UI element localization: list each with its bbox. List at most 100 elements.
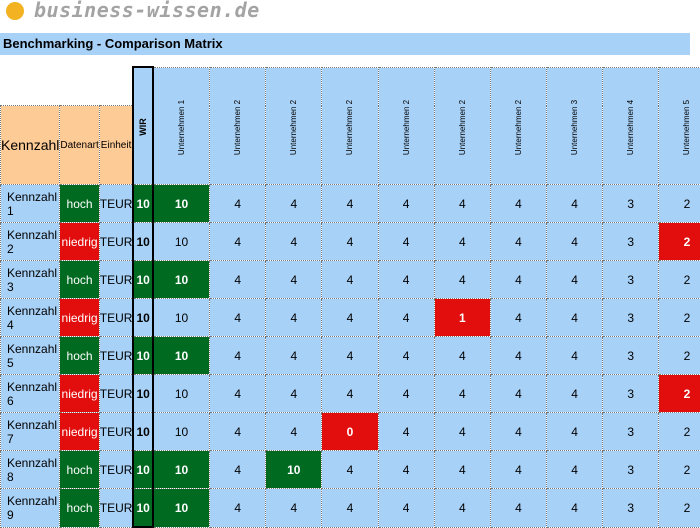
value-cell: 4 — [378, 451, 434, 489]
datenart-cell: hoch — [60, 337, 99, 375]
kennzahl-name: Kennzahl 8 — [1, 451, 60, 489]
kennzahl-name: Kennzahl 1 — [1, 185, 60, 223]
value-cell: 4 — [547, 451, 603, 489]
value-cell: 4 — [547, 299, 603, 337]
table-row: Kennzahl 8 hoch TEUR 10 10 4 10 4 4 4 4 … — [1, 451, 700, 489]
value-cell: 4 — [210, 261, 266, 299]
value-cell: 4 — [547, 223, 603, 261]
col-header-company: Unternehmen 2 — [490, 67, 546, 185]
orange-dot-icon — [6, 2, 24, 20]
value-cell: 10 — [153, 223, 210, 261]
value-cell: 2 — [659, 261, 700, 299]
value-cell: 4 — [434, 451, 490, 489]
value-cell: 4 — [266, 185, 322, 223]
wir-cell: 10 — [133, 451, 153, 489]
value-cell: 4 — [547, 337, 603, 375]
value-cell: 4 — [378, 299, 434, 337]
value-cell: 4 — [322, 375, 378, 413]
value-cell: 3 — [603, 299, 659, 337]
value-cell: 4 — [266, 375, 322, 413]
kennzahl-name: Kennzahl 3 — [1, 261, 60, 299]
value-cell: 4 — [378, 261, 434, 299]
value-cell: 4 — [378, 223, 434, 261]
wir-cell: 10 — [133, 413, 153, 451]
wir-cell: 10 — [133, 299, 153, 337]
value-cell: 4 — [378, 337, 434, 375]
wir-cell: 10 — [133, 185, 153, 223]
col-header-company: Unternehmen 5 — [659, 67, 700, 185]
value-cell: 4 — [434, 413, 490, 451]
kennzahl-name: Kennzahl 4 — [1, 299, 60, 337]
kennzahl-name: Kennzahl 6 — [1, 375, 60, 413]
datenart-cell: niedrig — [60, 223, 99, 261]
value-cell: 4 — [434, 489, 490, 528]
value-cell: 10 — [266, 451, 322, 489]
value-cell: 4 — [378, 489, 434, 528]
datenart-cell: niedrig — [60, 413, 99, 451]
value-cell: 4 — [547, 261, 603, 299]
col-header-company: Unternehmen 2 — [266, 67, 322, 185]
value-cell: 4 — [547, 489, 603, 528]
value-cell: 3 — [603, 451, 659, 489]
value-cell: 4 — [266, 337, 322, 375]
value-cell: 10 — [153, 489, 210, 528]
wir-cell: 10 — [133, 223, 153, 261]
col-header-company: Unternehmen 2 — [210, 67, 266, 185]
col-header-wir: WIR — [133, 67, 153, 185]
value-cell: 4 — [434, 185, 490, 223]
value-cell: 2 — [659, 185, 700, 223]
value-cell: 4 — [210, 451, 266, 489]
value-cell: 2 — [659, 489, 700, 528]
value-cell: 4 — [547, 375, 603, 413]
datenart-cell: hoch — [60, 261, 99, 299]
value-cell: 4 — [210, 375, 266, 413]
value-cell: 4 — [210, 337, 266, 375]
datenart-cell: niedrig — [60, 299, 99, 337]
value-cell: 4 — [490, 489, 546, 528]
value-cell: 1 — [434, 299, 490, 337]
einheit-cell: TEUR — [99, 489, 133, 528]
value-cell: 2 — [659, 413, 700, 451]
value-cell: 4 — [434, 375, 490, 413]
einheit-cell: TEUR — [99, 185, 133, 223]
table-row: Kennzahl 1 hoch TEUR 10 10 4 4 4 4 4 4 4… — [1, 185, 700, 223]
value-cell: 4 — [490, 185, 546, 223]
value-cell: 4 — [490, 413, 546, 451]
value-cell: 4 — [266, 413, 322, 451]
table-row: Kennzahl 6 niedrig TEUR 10 10 4 4 4 4 4 … — [1, 375, 700, 413]
site-logo-text: business-wissen.de — [34, 0, 260, 22]
value-cell: 4 — [322, 489, 378, 528]
value-cell: 4 — [547, 185, 603, 223]
value-cell: 10 — [153, 337, 210, 375]
einheit-cell: TEUR — [99, 413, 133, 451]
value-cell: 3 — [603, 185, 659, 223]
col-header-company: Unternehmen 2 — [434, 67, 490, 185]
value-cell: 4 — [490, 299, 546, 337]
kennzahl-name: Kennzahl 7 — [1, 413, 60, 451]
value-cell: 4 — [378, 185, 434, 223]
comparison-matrix: WIR Unternehmen 1 Unternehmen 2 Unterneh… — [0, 66, 700, 528]
value-cell: 0 — [322, 413, 378, 451]
value-cell: 4 — [322, 337, 378, 375]
value-cell: 10 — [153, 413, 210, 451]
datenart-cell: hoch — [60, 489, 99, 528]
value-cell: 3 — [603, 337, 659, 375]
value-cell: 4 — [210, 413, 266, 451]
einheit-cell: TEUR — [99, 223, 133, 261]
value-cell: 4 — [490, 451, 546, 489]
value-cell: 3 — [603, 375, 659, 413]
value-cell: 4 — [266, 299, 322, 337]
table-row: Kennzahl 9 hoch TEUR 10 10 4 4 4 4 4 4 4… — [1, 489, 700, 528]
value-cell: 2 — [659, 299, 700, 337]
value-cell: 4 — [490, 223, 546, 261]
table-row: Kennzahl 5 hoch TEUR 10 10 4 4 4 4 4 4 4… — [1, 337, 700, 375]
wir-cell: 10 — [133, 261, 153, 299]
value-cell: 4 — [322, 451, 378, 489]
einheit-cell: TEUR — [99, 375, 133, 413]
wir-cell: 10 — [133, 375, 153, 413]
value-cell: 4 — [490, 261, 546, 299]
datenart-cell: hoch — [60, 185, 99, 223]
value-cell: 10 — [153, 185, 210, 223]
value-cell: 4 — [378, 413, 434, 451]
header-row-top: WIR Unternehmen 1 Unternehmen 2 Unterneh… — [1, 67, 700, 106]
